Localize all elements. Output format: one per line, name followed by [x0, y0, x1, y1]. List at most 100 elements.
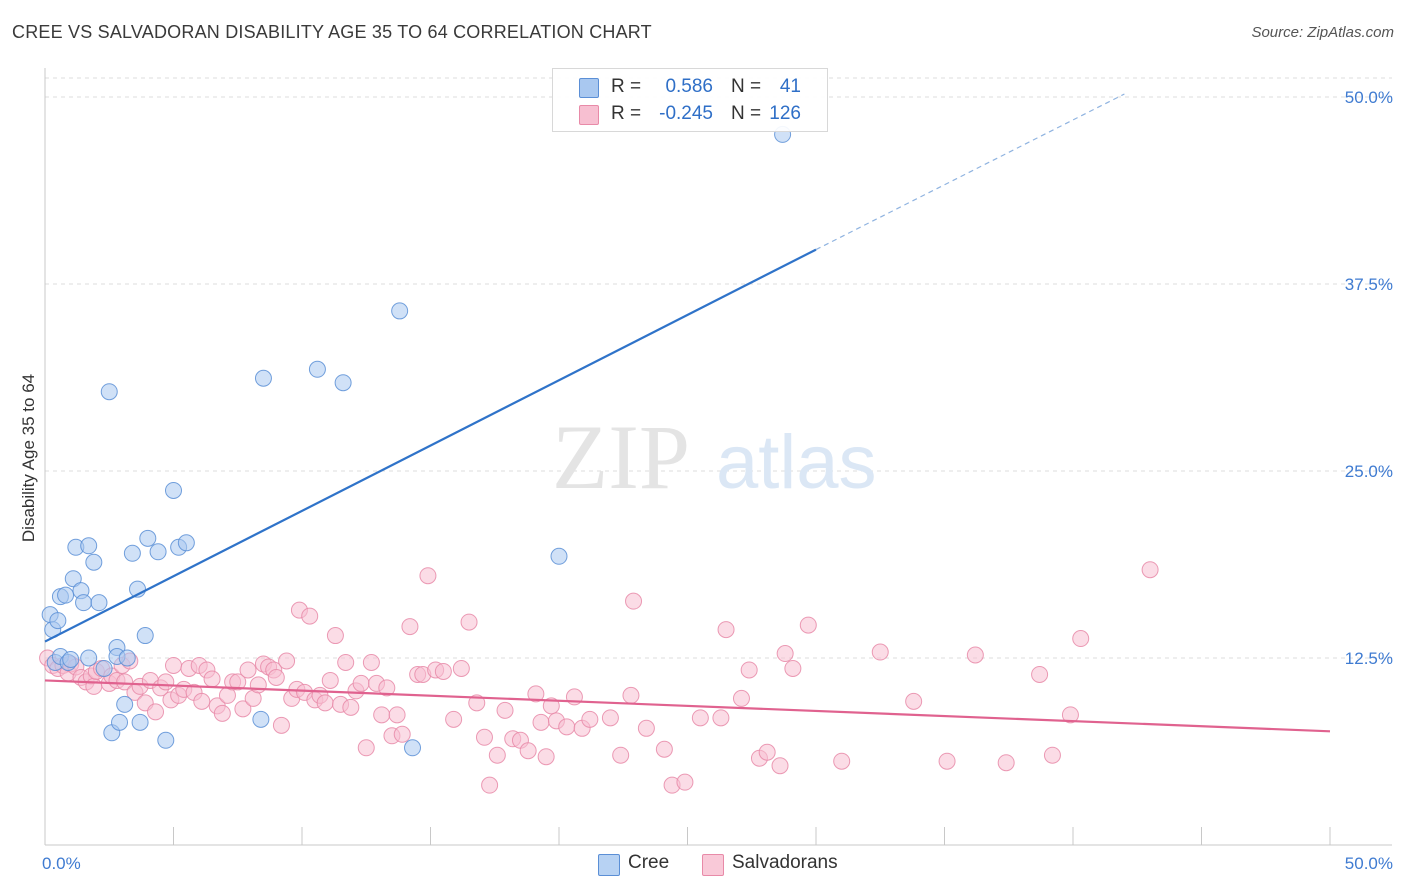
salvadoran-point: [1043, 746, 1061, 764]
watermark-zip: ZIP: [552, 406, 690, 508]
salvadoran-point: [278, 652, 296, 670]
salvadoran-point: [337, 653, 355, 671]
salvadoran-point: [519, 742, 537, 760]
cree-point: [90, 594, 108, 612]
label-layer: 12.5% 25.0% 37.5% 50.0% 0.0% 50.0% Disability …: [19, 88, 1393, 873]
legend-swatch-cree: [598, 854, 620, 876]
legend-swatch-cree: [579, 78, 599, 98]
legend-n-value: 126: [769, 103, 801, 124]
cree-point: [49, 612, 67, 630]
cree-point: [80, 537, 98, 555]
grid-layer: [45, 77, 1392, 659]
chart-title: CREE VS SALVADORAN DISABILITY AGE 35 TO …: [12, 22, 652, 42]
salvadoran-point: [542, 697, 560, 715]
salvadoran-point: [272, 716, 290, 734]
cree-trend-extension: [815, 93, 1125, 251]
cree-point: [118, 649, 136, 667]
salvadoran-point: [776, 645, 794, 663]
legend-row-salvadorans: R = -0.245 N = 126: [553, 101, 827, 127]
salvadoran-point: [321, 671, 339, 689]
salvadoran-point: [239, 661, 257, 679]
cree-point: [111, 713, 129, 731]
salvadoran-point: [799, 616, 817, 634]
salvadoran-point: [475, 728, 493, 746]
legend-swatch-salvadorans: [579, 105, 599, 125]
y-tick-label: 37.5%: [1345, 275, 1393, 294]
salvadoran-point: [373, 706, 391, 724]
cree-point: [308, 360, 326, 378]
salvadoran-point: [1061, 706, 1079, 724]
y-tick-label: 50.0%: [1345, 88, 1393, 107]
salvadoran-point: [213, 704, 231, 722]
cree-trend-line: [44, 248, 817, 643]
salvadoran-point: [997, 754, 1015, 772]
salvadoran-point: [452, 659, 470, 677]
legend-r-value: 0.586: [665, 76, 713, 97]
salvadoran-point: [352, 674, 370, 692]
cree-point: [116, 695, 134, 713]
salvadoran-point: [496, 701, 514, 719]
cree-point: [95, 659, 113, 677]
legend-r-value: -0.245: [659, 103, 713, 124]
salvadoran-point: [938, 752, 956, 770]
salvadoran-point: [267, 668, 285, 686]
salvadoran-point: [357, 739, 375, 757]
cree-point: [100, 383, 118, 401]
legend-r-label: R =: [611, 103, 642, 124]
salvadoran-point: [758, 743, 776, 761]
cree-point: [165, 481, 182, 499]
salvadoran-point: [905, 692, 923, 710]
x-tick-label: 50.0%: [1345, 854, 1393, 873]
salvadoran-point: [342, 698, 360, 716]
correlation-legend: R = 0.586 N = 41 R = -0.245 N = 126: [552, 68, 828, 132]
salvadoran-point: [527, 685, 545, 703]
cree-point: [149, 543, 167, 561]
cree-point: [157, 731, 175, 749]
salvadoran-point: [622, 686, 640, 704]
salvadoran-point: [676, 773, 694, 791]
legend-label-cree: Cree: [628, 852, 670, 873]
salvadoran-point: [871, 643, 889, 661]
cree-point: [131, 713, 149, 731]
salvadoran-point: [203, 670, 221, 688]
salvadoran-point: [393, 725, 411, 743]
salvadoran-point: [116, 673, 134, 691]
x-tick-label: 0.0%: [42, 854, 81, 873]
salvadoran-point: [740, 661, 758, 679]
cree-point: [64, 570, 82, 588]
salvadoran-point: [434, 662, 452, 680]
salvadoran-point: [625, 592, 643, 610]
salvadoran-point: [326, 627, 344, 645]
cree-point: [391, 302, 409, 320]
cree-point: [252, 710, 270, 728]
salvadoran-point: [732, 689, 750, 707]
salvadoran-point: [401, 618, 419, 636]
cree-point: [85, 553, 103, 571]
salvadoran-point: [558, 718, 576, 736]
legend-n-label: N =: [731, 103, 762, 124]
salvadoran-point: [532, 713, 550, 731]
cree-point: [80, 649, 98, 667]
cree-point: [404, 739, 422, 757]
legend-swatch-salvadorans: [702, 854, 724, 876]
salvadoran-point: [419, 567, 437, 585]
cree-point: [62, 650, 80, 668]
salvadoran-point: [1031, 665, 1049, 683]
salvadoran-point: [85, 677, 103, 695]
salvadoran-point: [1072, 630, 1090, 648]
salvadoran-point: [612, 746, 630, 764]
salvadoran-point: [157, 673, 175, 691]
salvadoran-point: [691, 709, 709, 727]
salvadoran-point: [717, 621, 735, 639]
salvadoran-point: [468, 694, 486, 712]
salvadoran-point: [488, 746, 506, 764]
watermark-atlas: atlas: [716, 420, 877, 505]
salvadoran-point: [378, 679, 396, 697]
legend-n-label: N =: [731, 76, 762, 97]
cree-point: [254, 369, 272, 387]
salvadoran-point: [771, 757, 789, 775]
cree-point: [57, 586, 75, 604]
salvadoran-point: [229, 673, 247, 691]
cree-point: [550, 547, 568, 565]
salvadoran-point: [445, 710, 463, 728]
